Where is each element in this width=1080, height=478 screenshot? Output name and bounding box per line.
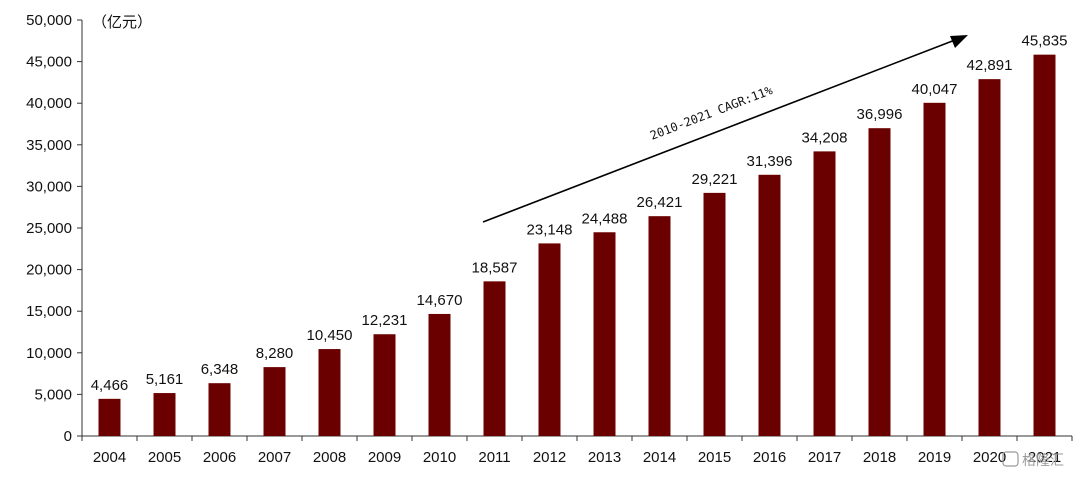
data-label: 12,231 <box>362 312 408 329</box>
x-tick-label: 2019 <box>918 449 951 466</box>
x-axis: 2004 2005 2006 2007 2008 2009 2010 2011 2012 2013… <box>81 435 1073 466</box>
bar <box>153 393 176 436</box>
data-label: 34,208 <box>802 129 848 146</box>
x-tick-label: 2009 <box>368 449 401 466</box>
y-tick-label: 15,000 <box>26 303 72 320</box>
data-label: 26,421 <box>637 194 683 211</box>
y-tick-label: 30,000 <box>26 178 72 195</box>
x-tick-label: 2012 <box>533 449 566 466</box>
data-label: 23,148 <box>527 221 573 238</box>
bar <box>98 398 121 436</box>
bar <box>373 334 396 436</box>
bar <box>813 151 836 436</box>
cagr-arrow-line <box>482 39 956 223</box>
data-label: 45,835 <box>1022 33 1068 50</box>
bar <box>428 313 451 436</box>
data-label: 6,348 <box>201 361 239 378</box>
bars: 4,466 5,161 6,348 8,280 10,450 12,231 14,670 18… <box>91 33 1068 436</box>
x-tick-label: 2006 <box>203 449 236 466</box>
y-tick-label: 0 <box>64 428 72 445</box>
x-tick-label: 2020 <box>973 449 1006 466</box>
x-tick-label: 2016 <box>753 449 786 466</box>
bar <box>208 383 231 436</box>
x-tick-label: 2013 <box>588 449 621 466</box>
bar <box>318 349 341 436</box>
bar <box>868 128 891 436</box>
y-tick-label: 40,000 <box>26 95 72 112</box>
bar <box>1033 54 1056 436</box>
data-label: 31,396 <box>747 153 793 170</box>
x-tick-label: 2015 <box>698 449 731 466</box>
x-tick-label: 2005 <box>148 449 181 466</box>
bar <box>263 367 286 436</box>
x-tick-label: 2011 <box>478 449 510 466</box>
data-label: 36,996 <box>857 106 903 123</box>
x-tick-label: 2014 <box>643 449 676 466</box>
data-label: 4,466 <box>91 377 129 394</box>
y-tick-label: 5,000 <box>34 386 72 403</box>
watermark-logo-icon <box>1002 451 1019 467</box>
unit-label: （亿元） <box>92 13 152 31</box>
y-tick-label: 20,000 <box>26 262 72 279</box>
watermark: 格隆汇 <box>1002 451 1064 469</box>
x-tick-label: 2008 <box>313 449 346 466</box>
x-tick-label: 2010 <box>423 449 456 466</box>
bar <box>648 216 671 436</box>
y-tick-label: 50,000 <box>26 12 72 29</box>
bar <box>923 102 946 436</box>
data-label: 5,161 <box>146 371 184 388</box>
y-tick-label: 25,000 <box>26 220 72 237</box>
cagr-arrow-head <box>950 35 968 48</box>
x-tick-label: 2004 <box>93 449 126 466</box>
data-label: 14,670 <box>417 292 463 309</box>
bar <box>483 281 506 436</box>
bar <box>978 79 1001 436</box>
y-tick-label: 35,000 <box>26 137 72 154</box>
bar <box>758 174 781 436</box>
x-tick-label: 2021 <box>1028 449 1061 466</box>
data-label: 40,047 <box>912 81 958 98</box>
x-tick-label: 2007 <box>258 449 291 466</box>
bar <box>703 192 726 436</box>
x-tick-label: 2017 <box>808 449 841 466</box>
data-label: 8,280 <box>256 345 294 362</box>
data-label: 10,450 <box>307 327 353 344</box>
data-label: 42,891 <box>967 57 1013 74</box>
y-axis: 0 5,000 10,000 15,000 20,000 25,000 30,000 35,0… <box>26 12 83 445</box>
y-tick-label: 45,000 <box>26 54 72 71</box>
bar <box>593 232 616 436</box>
data-label: 24,488 <box>582 210 628 227</box>
data-label: 18,587 <box>472 259 518 276</box>
data-label: 29,221 <box>692 171 738 188</box>
bar <box>538 243 561 436</box>
y-tick-label: 10,000 <box>26 345 72 362</box>
watermark-text: 格隆汇 <box>1022 453 1064 469</box>
x-tick-label: 2018 <box>863 449 896 466</box>
